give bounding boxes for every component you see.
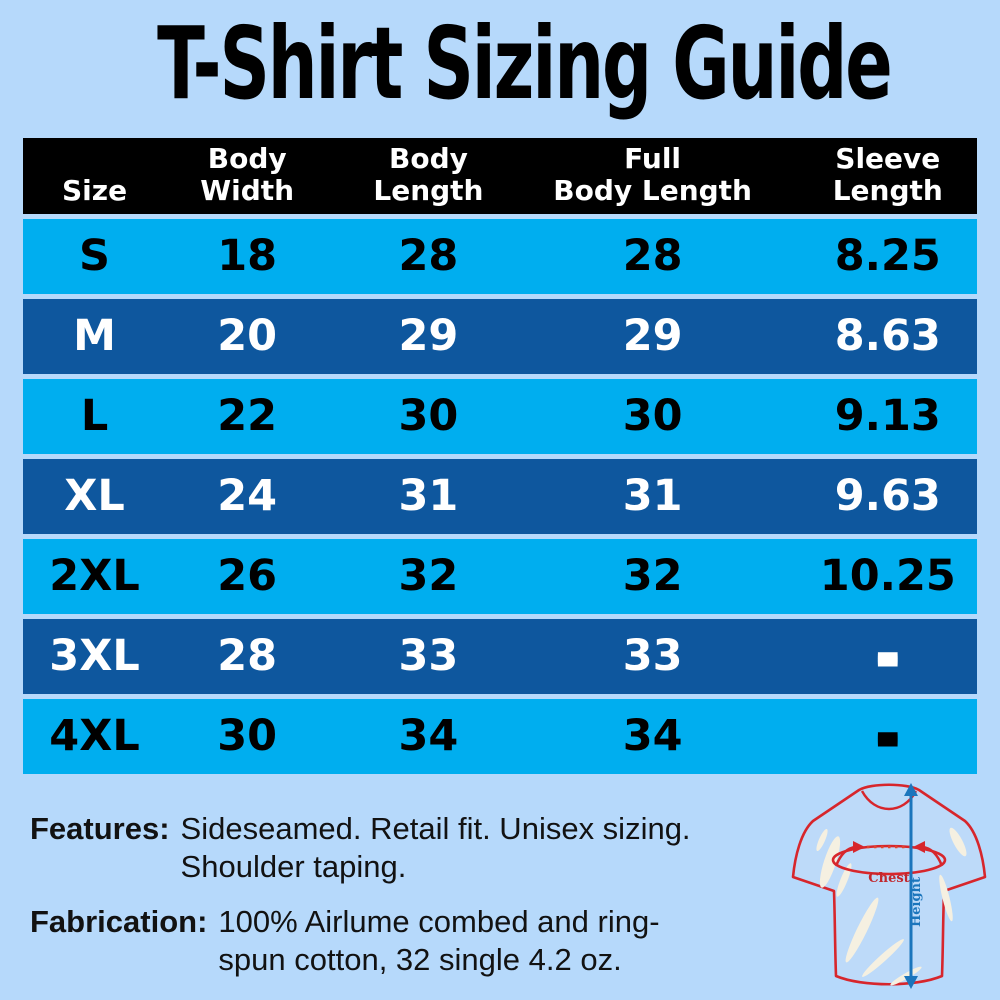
sleeve-length-cell: 9.63: [834, 471, 941, 521]
height-label: Height: [909, 877, 924, 927]
size-cell: 2XL: [49, 551, 140, 601]
body-width-cell: 20: [217, 311, 278, 361]
fabrication-label: Fabrication:: [30, 904, 208, 939]
features-text: Sideseamed. Retail fit. Unisex sizing. S…: [181, 810, 691, 886]
body-width-cell: 28: [217, 631, 278, 681]
features-label: Features:: [30, 811, 170, 846]
notes-section: Features: Sideseamed. Retail fit. Unisex…: [30, 810, 800, 996]
tshirt-outline: [791, 783, 987, 986]
full-body-length-cell: 29: [622, 311, 683, 361]
table-row-xl: XL 24 31 31 9.63: [23, 459, 977, 534]
header-size-bottom: Size: [62, 174, 128, 207]
full-body-length-cell: 34: [622, 711, 683, 761]
header-body-width-bottom: Width: [200, 174, 295, 207]
body-width-cell: 26: [217, 551, 278, 601]
fabrication-text-line-1: 100% Airlume combed and ring-: [218, 904, 660, 939]
body-length-cell: 31: [398, 471, 459, 521]
tshirt-measurement-diagram: Chest Height: [786, 780, 994, 998]
table-header-row: Size Body Width Body Length Full Body Le…: [23, 138, 977, 214]
table-row-3xl: 3XL 28 33 33 –: [23, 619, 977, 694]
header-cell-size: Size: [23, 138, 166, 214]
body-length-cell: 33: [398, 631, 459, 681]
size-cell: M: [73, 311, 116, 361]
size-chart-table: Size Body Width Body Length Full Body Le…: [23, 138, 977, 774]
body-width-cell: 22: [217, 391, 278, 441]
table-row-s: S 18 28 28 8.25: [23, 219, 977, 294]
header-body-length-top: Body: [388, 142, 468, 175]
body-width-cell: 18: [217, 231, 278, 281]
size-cell: 3XL: [49, 631, 140, 681]
table-row-l: L 22 30 30 9.13: [23, 379, 977, 454]
full-body-length-cell: 33: [622, 631, 683, 681]
header-full-body-length-bottom: Body Length: [553, 174, 752, 207]
features-text-line-2: Shoulder taping.: [180, 849, 407, 884]
header-body-length-bottom: Length: [373, 174, 484, 207]
body-length-cell: 30: [398, 391, 459, 441]
sleeve-length-cell: 8.25: [834, 231, 941, 281]
body-width-cell: 30: [217, 711, 278, 761]
table-row-2xl: 2XL 26 32 32 10.25: [23, 539, 977, 614]
fabrication-text-line-2: spun cotton, 32 single 4.2 oz.: [218, 942, 622, 977]
size-cell: S: [79, 231, 111, 281]
size-cell: XL: [64, 471, 125, 521]
header-cell-full-body-length: Full Body Length: [529, 138, 777, 214]
sleeve-length-cell: 8.63: [834, 311, 941, 361]
height-arrow-bottom-icon: [904, 976, 918, 989]
fabrication-note: Fabrication: 100% Airlume combed and rin…: [30, 903, 800, 979]
full-body-length-cell: 30: [622, 391, 683, 441]
header-cell-sleeve-length: Sleeve Length: [777, 138, 977, 214]
full-body-length-cell: 32: [622, 551, 683, 601]
page-title: T-Shirt Sizing Guide: [0, 8, 1000, 120]
chest-label: Chest: [868, 871, 909, 886]
full-body-length-cell: 31: [622, 471, 683, 521]
header-sleeve-length-bottom: Length: [832, 174, 943, 207]
header-cell-body-width: Body Width: [166, 138, 328, 214]
features-note: Features: Sideseamed. Retail fit. Unisex…: [30, 810, 800, 886]
body-width-cell: 24: [217, 471, 278, 521]
page-title-text: T-Shirt Sizing Guide: [157, 5, 893, 122]
body-length-cell: 28: [398, 231, 459, 281]
body-length-cell: 34: [398, 711, 459, 761]
chest-measure: Chest: [831, 841, 947, 886]
chest-arrow-right-icon: [913, 841, 925, 853]
size-cell: 4XL: [49, 711, 140, 761]
fabrication-text: 100% Airlume combed and ring- spun cotto…: [218, 903, 659, 979]
features-text-line-1: Sideseamed. Retail fit. Unisex sizing.: [180, 811, 691, 846]
size-cell: L: [80, 391, 109, 441]
header-cell-body-length: Body Length: [328, 138, 528, 214]
full-body-length-cell: 28: [622, 231, 683, 281]
header-full-body-length-top: Full: [624, 142, 682, 175]
height-arrow-top-icon: [904, 783, 918, 796]
header-sleeve-length-top: Sleeve: [835, 142, 941, 175]
body-length-cell: 29: [398, 311, 459, 361]
table-row-m: M 20 29 29 8.63: [23, 299, 977, 374]
header-body-width-top: Body: [207, 142, 287, 175]
height-measure: Height: [904, 783, 924, 989]
sleeve-length-cell: 10.25: [819, 551, 956, 601]
sleeve-length-cell-na: –: [875, 707, 901, 765]
chest-arrow-left-icon: [853, 841, 865, 853]
sleeve-length-cell-na: –: [875, 627, 901, 685]
sleeve-length-cell: 9.13: [834, 391, 941, 441]
table-row-4xl: 4XL 30 34 34 –: [23, 699, 977, 774]
body-length-cell: 32: [398, 551, 459, 601]
